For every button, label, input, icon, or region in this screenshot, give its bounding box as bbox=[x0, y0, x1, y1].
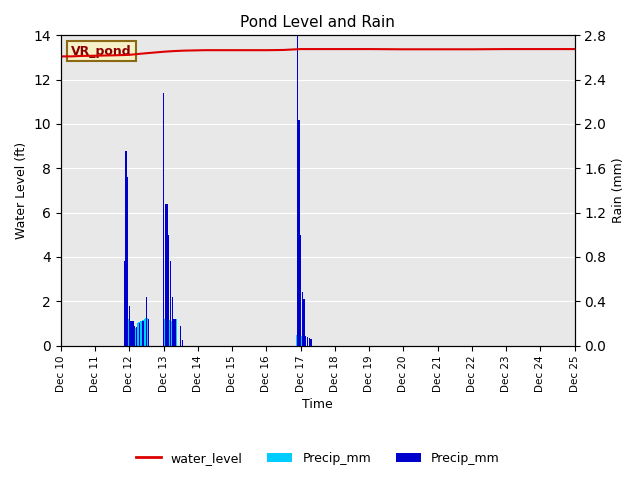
Bar bbox=[131, 321, 132, 346]
Bar bbox=[168, 320, 170, 346]
Bar bbox=[143, 319, 146, 346]
Bar bbox=[145, 318, 148, 346]
Bar bbox=[303, 299, 305, 346]
Bar bbox=[128, 325, 131, 346]
Bar bbox=[146, 297, 147, 346]
Bar bbox=[130, 325, 132, 346]
Bar bbox=[298, 120, 300, 346]
Y-axis label: Rain (mm): Rain (mm) bbox=[612, 157, 625, 223]
Bar bbox=[136, 327, 137, 346]
Bar bbox=[298, 336, 300, 346]
Bar bbox=[301, 337, 303, 346]
Bar bbox=[132, 325, 134, 346]
Bar bbox=[125, 151, 127, 346]
Legend: water_level, Precip_mm, Precip_mm: water_level, Precip_mm, Precip_mm bbox=[131, 447, 505, 469]
Bar bbox=[129, 306, 130, 346]
Bar bbox=[127, 177, 129, 346]
Bar bbox=[164, 204, 166, 346]
Bar bbox=[127, 319, 129, 346]
Text: VR_pond: VR_pond bbox=[71, 45, 132, 58]
Bar bbox=[168, 235, 170, 346]
Bar bbox=[148, 319, 149, 346]
Bar bbox=[296, 36, 298, 346]
Bar bbox=[143, 321, 144, 346]
Bar bbox=[171, 323, 173, 346]
Bar bbox=[140, 321, 143, 346]
Bar bbox=[135, 328, 138, 346]
Bar bbox=[180, 325, 182, 346]
Bar bbox=[170, 321, 172, 346]
Bar bbox=[305, 336, 307, 346]
X-axis label: Time: Time bbox=[302, 397, 333, 410]
Bar bbox=[173, 319, 175, 346]
Bar bbox=[124, 262, 125, 346]
Y-axis label: Water Level (ft): Water Level (ft) bbox=[15, 142, 28, 239]
Bar bbox=[173, 321, 175, 346]
Bar bbox=[182, 340, 183, 346]
Bar bbox=[164, 319, 166, 346]
Bar bbox=[300, 235, 301, 346]
Bar bbox=[132, 321, 134, 346]
Bar bbox=[134, 325, 135, 346]
Bar bbox=[166, 319, 168, 346]
Bar bbox=[125, 319, 127, 346]
Bar bbox=[296, 335, 298, 346]
Bar bbox=[170, 262, 171, 346]
Bar bbox=[308, 338, 310, 346]
Bar bbox=[166, 204, 168, 346]
Bar bbox=[172, 297, 173, 346]
Bar bbox=[142, 320, 144, 346]
Bar bbox=[310, 339, 312, 346]
Bar bbox=[301, 292, 303, 346]
Title: Pond Level and Rain: Pond Level and Rain bbox=[240, 15, 395, 30]
Bar bbox=[163, 93, 164, 346]
Bar bbox=[175, 319, 177, 346]
Bar bbox=[175, 319, 176, 346]
Bar bbox=[133, 328, 136, 346]
Bar bbox=[307, 337, 308, 346]
Bar bbox=[137, 324, 139, 346]
Bar bbox=[300, 336, 302, 346]
Bar bbox=[138, 323, 141, 346]
Bar bbox=[139, 324, 140, 346]
